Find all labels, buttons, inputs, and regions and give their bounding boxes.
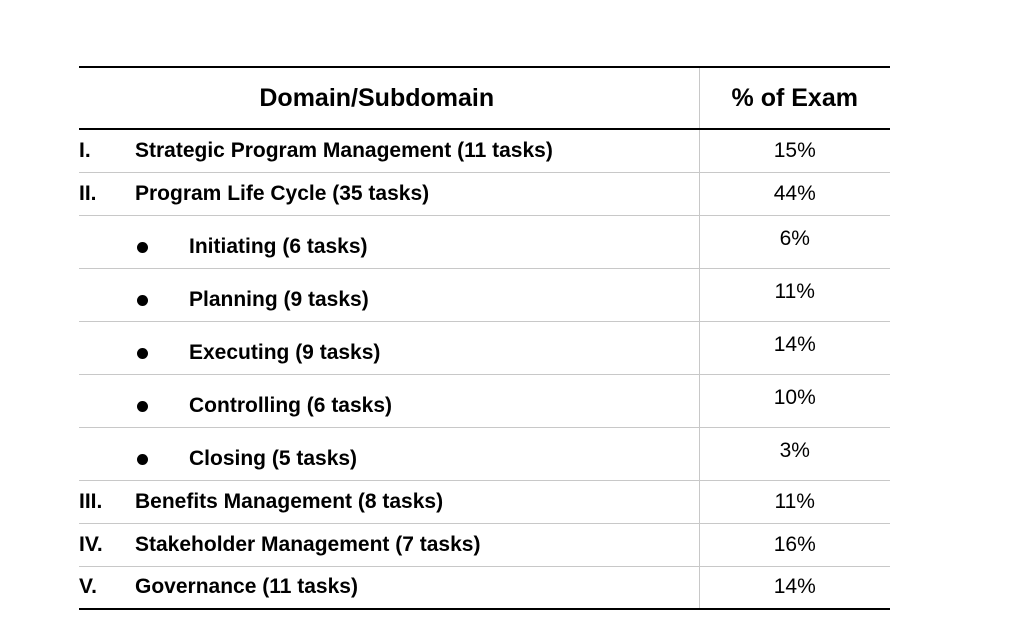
table-row-subdomain-planning: Planning (9 tasks) 11% xyxy=(79,268,890,322)
bullet-icon xyxy=(79,238,189,256)
header-domain-subdomain: Domain/Subdomain xyxy=(79,66,700,130)
exam-domain-table: Domain/Subdomain % of Exam I. Strategic … xyxy=(79,66,890,610)
domain-numeral: I. xyxy=(79,138,91,162)
table-row-subdomain-closing: Closing (5 tasks) 3% xyxy=(79,427,890,481)
subdomain-label: Controlling (6 tasks) xyxy=(189,393,393,417)
table-row-domain-5: V. Governance (11 tasks) 14% xyxy=(79,566,890,610)
domain-label: Stakeholder Management (7 tasks) xyxy=(135,532,481,556)
domain-numeral: II. xyxy=(79,181,97,205)
bullet-icon xyxy=(79,291,189,309)
bullet-icon xyxy=(79,450,189,468)
domain-numeral: IV. xyxy=(79,532,103,556)
subdomain-label: Initiating (6 tasks) xyxy=(189,234,368,258)
domain-percent: 14% xyxy=(699,566,890,610)
subdomain-percent: 14% xyxy=(773,332,816,356)
domain-percent: 15% xyxy=(699,129,890,173)
domain-label: Program Life Cycle (35 tasks) xyxy=(135,181,430,205)
subdomain-percent: 10% xyxy=(773,385,816,409)
subdomain-label: Executing (9 tasks) xyxy=(189,340,381,364)
domain-label: Benefits Management (8 tasks) xyxy=(135,489,444,513)
domain-percent: 16% xyxy=(699,523,890,567)
domain-percent: 44% xyxy=(699,172,890,216)
domain-numeral: V. xyxy=(79,575,97,599)
subdomain-percent: 11% xyxy=(774,279,815,303)
subdomain-label: Closing (5 tasks) xyxy=(189,446,358,470)
table-row-subdomain-executing: Executing (9 tasks) 14% xyxy=(79,321,890,375)
table-row-domain-2: II. Program Life Cycle (35 tasks) 44% xyxy=(79,172,890,216)
domain-numeral: III. xyxy=(79,489,103,513)
domain-label: Governance (11 tasks) xyxy=(135,575,358,599)
subdomain-percent: 6% xyxy=(779,226,810,250)
table-row-domain-1: I. Strategic Program Management (11 task… xyxy=(79,129,890,173)
domain-percent: 11% xyxy=(699,480,890,524)
subdomain-percent: 3% xyxy=(779,438,810,462)
bullet-icon xyxy=(79,397,189,415)
header-percent-of-exam: % of Exam xyxy=(699,66,890,130)
subdomain-label: Planning (9 tasks) xyxy=(189,287,369,311)
domain-label: Strategic Program Management (11 tasks) xyxy=(135,138,553,162)
table-header-row: Domain/Subdomain % of Exam xyxy=(79,66,890,130)
table-row-domain-4: IV. Stakeholder Management (7 tasks) 16% xyxy=(79,523,890,567)
table-row-domain-3: III. Benefits Management (8 tasks) 11% xyxy=(79,480,890,524)
table-row-subdomain-controlling: Controlling (6 tasks) 10% xyxy=(79,374,890,428)
table-row-subdomain-initiating: Initiating (6 tasks) 6% xyxy=(79,215,890,269)
bullet-icon xyxy=(79,344,189,362)
